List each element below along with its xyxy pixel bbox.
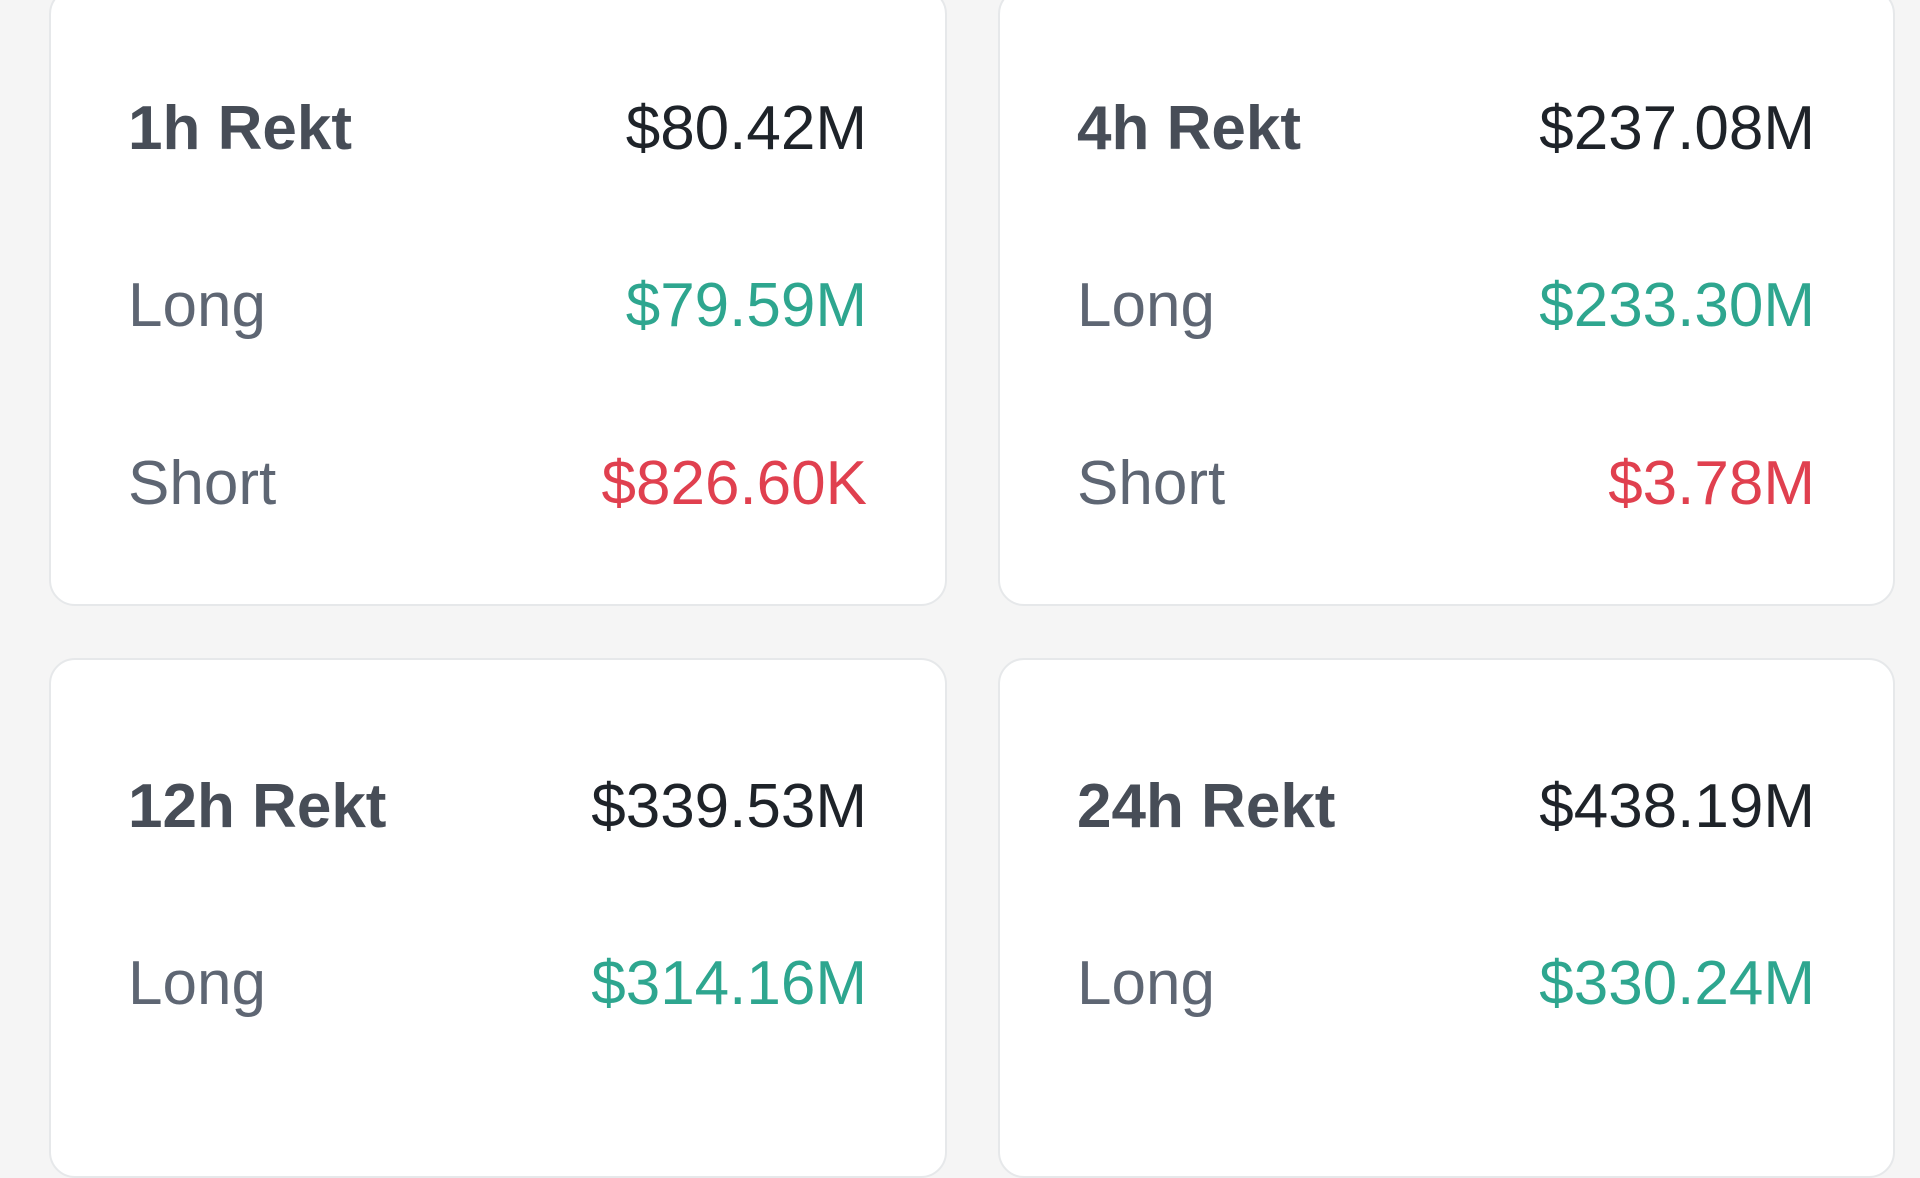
long-row: Long $233.30M [1077, 266, 1815, 346]
long-row: Long $330.24M [1077, 944, 1815, 1024]
total-row: 24h Rekt $438.19M [1077, 767, 1815, 847]
rekt-card-12h: 12h Rekt $339.53M Long $314.16M [49, 658, 947, 1178]
rekt-card-24h: 24h Rekt $438.19M Long $330.24M [998, 658, 1895, 1178]
total-row: 12h Rekt $339.53M [128, 767, 867, 847]
card-title: 24h Rekt [1077, 772, 1336, 841]
card-title: 12h Rekt [128, 772, 387, 841]
total-row: 4h Rekt $237.08M [1077, 89, 1815, 169]
long-value: $79.59M [625, 271, 867, 340]
total-value: $438.19M [1539, 772, 1815, 841]
rekt-card-4h: 4h Rekt $237.08M Long $233.30M Short $3.78M [998, 0, 1895, 606]
total-row: 1h Rekt $80.42M [128, 89, 867, 169]
long-row: Long $79.59M [128, 266, 867, 346]
long-value: $314.16M [591, 949, 867, 1018]
long-label: Long [128, 271, 266, 340]
short-value: $826.60K [601, 449, 867, 518]
short-value: $3.78M [1608, 449, 1815, 518]
long-label: Long [128, 949, 266, 1018]
total-value: $237.08M [1539, 94, 1815, 163]
long-row: Long $314.16M [128, 944, 867, 1024]
short-row: Short $3.78M [1077, 444, 1815, 524]
short-label: Short [128, 449, 277, 518]
long-value: $330.24M [1539, 949, 1815, 1018]
long-label: Long [1077, 949, 1215, 1018]
short-label: Short [1077, 449, 1226, 518]
card-title: 4h Rekt [1077, 94, 1301, 163]
total-value: $80.42M [625, 94, 867, 163]
short-row: Short $826.60K [128, 444, 867, 524]
total-value: $339.53M [591, 772, 867, 841]
rekt-card-1h: 1h Rekt $80.42M Long $79.59M Short $826.60K [49, 0, 947, 606]
card-title: 1h Rekt [128, 94, 352, 163]
long-value: $233.30M [1539, 271, 1815, 340]
long-label: Long [1077, 271, 1215, 340]
